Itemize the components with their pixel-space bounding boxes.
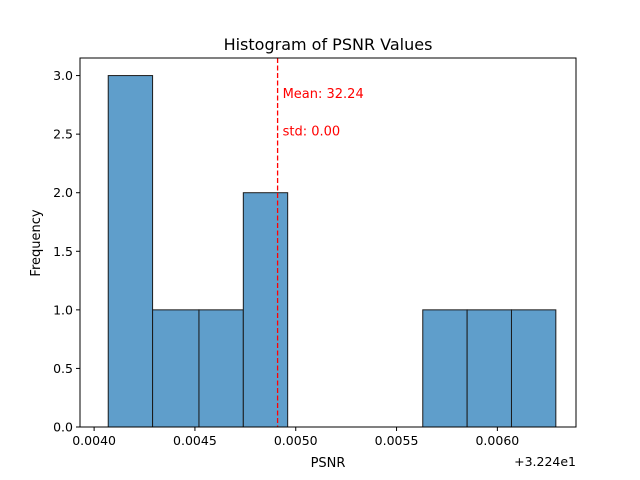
- x-tick-label: 0.0040: [72, 433, 116, 448]
- annotations-group: Mean: 32.24 std: 0.00: [283, 87, 364, 139]
- y-tick-label: 2.5: [53, 127, 73, 142]
- y-tick-label: 1.5: [53, 244, 73, 259]
- histogram-bar-2: [198, 309, 244, 428]
- histogram-bar-8: [466, 309, 512, 428]
- y-tick-label: 3.0: [53, 68, 73, 83]
- y-tick-label: 0.5: [53, 361, 73, 376]
- histogram-bar-9: [510, 309, 557, 428]
- chart-title: Histogram of PSNR Values: [224, 35, 433, 54]
- x-tick-label: 0.0050: [274, 433, 318, 448]
- x-tick-label: 0.0060: [475, 433, 519, 448]
- x-ticks-group: 0.0040 0.0045 0.0050 0.0055 0.0060: [72, 427, 519, 448]
- x-tick-label: 0.0055: [375, 433, 419, 448]
- x-axis-label: PSNR: [311, 456, 346, 471]
- histogram-bar-3: [242, 192, 289, 428]
- bars-group: [107, 75, 557, 428]
- histogram-bar-0: [107, 75, 154, 428]
- x-tick-label: 0.0045: [173, 433, 217, 448]
- plot-frame: [79, 57, 577, 428]
- annotation-0: Mean: 32.24: [283, 87, 364, 102]
- y-ticks-group: 0.0 0.5 1.0 1.5 2.0 2.5 3.0: [53, 68, 80, 435]
- histogram-bar-1: [152, 309, 200, 428]
- y-axis-label: Frequency: [29, 209, 44, 276]
- y-tick-label: 1.0: [53, 302, 73, 317]
- annotation-1: std: 0.00: [283, 125, 341, 140]
- y-tick-label: 2.0: [53, 185, 73, 200]
- y-tick-label: 0.0: [53, 420, 73, 435]
- histogram-bar-7: [422, 309, 468, 428]
- x-axis-offset-text: +3.224e1: [514, 454, 576, 469]
